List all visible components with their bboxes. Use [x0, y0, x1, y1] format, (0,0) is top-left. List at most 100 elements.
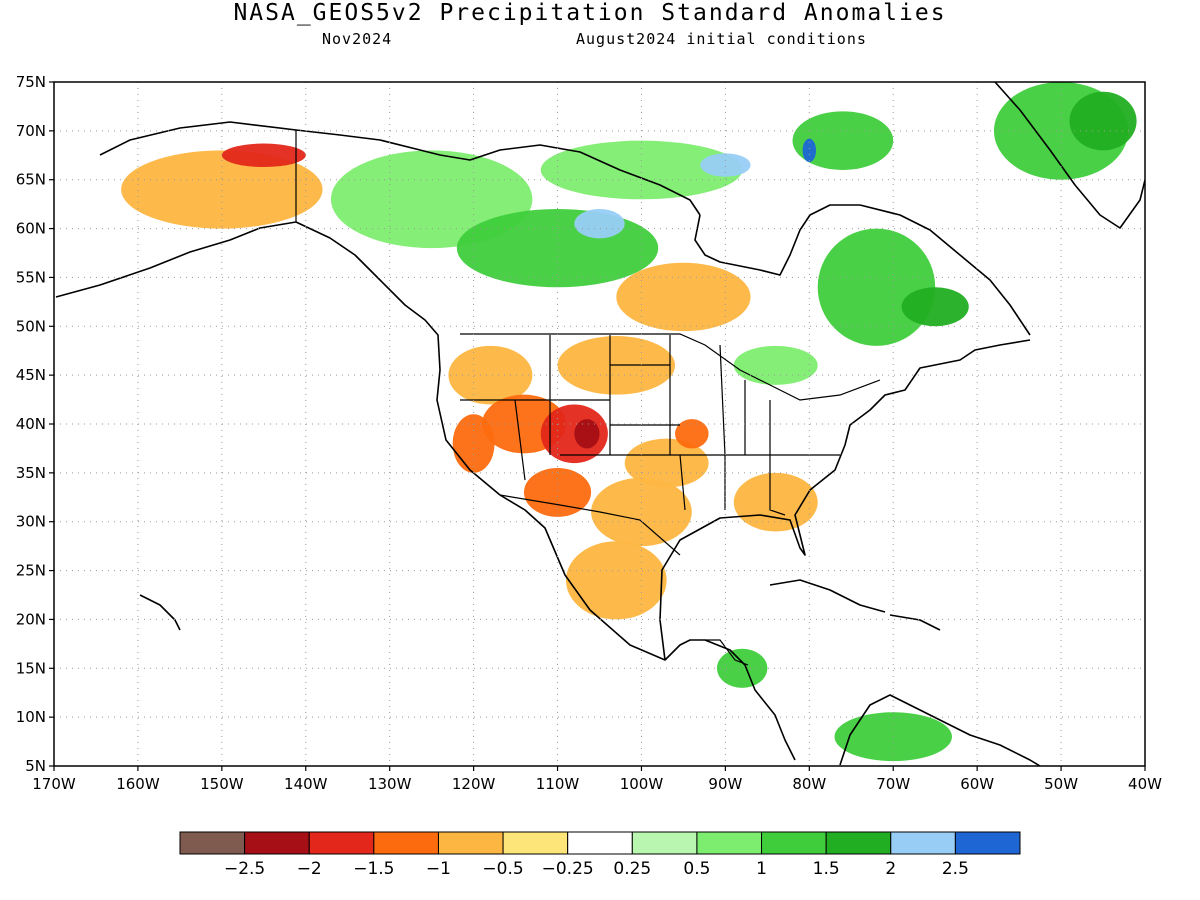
colorbar-swatch: [244, 831, 310, 855]
lat-tick-label: 5N: [25, 757, 46, 775]
border-central-america: [705, 639, 749, 666]
border-layer: [295, 130, 881, 666]
anomaly-region: [574, 419, 600, 449]
lat-tick-label: 45N: [16, 366, 46, 384]
lon-tick-label: 140W: [284, 775, 328, 793]
lat-tick-label: 10N: [16, 708, 46, 726]
coastline-gulf-of-mexico: [659, 339, 1031, 661]
anomaly-region: [792, 111, 894, 170]
anomaly-region: [802, 138, 817, 163]
colorbar-swatch: [761, 831, 827, 855]
tick-layer: [49, 81, 1146, 771]
colorbar-swatch: [696, 831, 763, 855]
coastline-layer: [55, 82, 1145, 766]
coastline-hispaniola: [889, 614, 941, 631]
lon-tick-label: 60W: [960, 775, 994, 793]
grid-layer: [54, 82, 1145, 766]
anomaly-region: [700, 153, 751, 177]
lon-tick-label: 80W: [792, 775, 826, 793]
colorbar-swatch: [437, 831, 504, 855]
colorbar-label: 0.25: [613, 859, 651, 879]
anomaly-region: [733, 345, 818, 385]
coastline-south-america: [839, 694, 1041, 766]
colorbar-label: −1.5: [353, 859, 394, 879]
anomaly-region: [121, 150, 323, 229]
lon-tick-label: 150W: [200, 775, 244, 793]
lon-tick-label: 120W: [452, 775, 496, 793]
anomaly-region: [616, 262, 751, 332]
border-states-west: [460, 335, 686, 511]
border-us-canada: [460, 333, 881, 401]
lat-tick-label: 70N: [16, 122, 46, 140]
lat-tick-label: 20N: [16, 610, 46, 628]
colorbar-swatch: [890, 831, 956, 855]
colorbar-swatch: [502, 831, 569, 855]
anomaly-region: [574, 209, 625, 239]
lon-tick-label: 170W: [32, 775, 76, 793]
colorbar-label: −2: [297, 859, 322, 879]
colorbar-label: 0.5: [683, 859, 710, 879]
colorbar-label: 2.5: [942, 859, 969, 879]
anomaly-region: [716, 648, 768, 688]
lon-tick-label: 130W: [368, 775, 412, 793]
lon-tick-label: 70W: [876, 775, 910, 793]
anomaly-region: [675, 419, 709, 449]
colorbar-label: 1: [756, 859, 767, 879]
colorbar-label: −0.25: [542, 859, 594, 879]
colorbar-swatch: [825, 831, 892, 855]
colorbar-label: 2: [885, 859, 896, 879]
anomaly-region: [733, 472, 818, 532]
border-us-mexico: [499, 494, 681, 556]
colorbar-swatch: [567, 831, 633, 855]
colorbar-swatch: [308, 831, 375, 855]
colorbar-label: −0.5: [482, 859, 523, 879]
lat-tick-label: 40N: [16, 415, 46, 433]
colorbar-swatch: [179, 831, 246, 855]
colorbar-swatch: [631, 831, 698, 855]
lon-tick-label: 100W: [620, 775, 664, 793]
anomaly-region: [221, 143, 306, 168]
lon-tick-label: 160W: [116, 775, 160, 793]
colorbar-label: −1: [426, 859, 451, 879]
lon-tick-label: 40W: [1128, 775, 1162, 793]
anomaly-region: [540, 140, 743, 200]
coastline-hawaii: [139, 594, 181, 631]
init-conditions-label: August2024 initial conditions: [576, 30, 867, 48]
anomaly-layer: [121, 82, 1137, 762]
map-title: NASA_GEOS5v2 Precipitation Standard Anom…: [233, 0, 947, 26]
valid-month-label: Nov2024: [322, 30, 393, 48]
lat-tick-label: 30N: [16, 513, 46, 531]
anomaly-region: [448, 345, 533, 405]
colorbar-swatch: [373, 831, 439, 855]
anomaly-region: [817, 228, 936, 346]
lat-labels: 75N 70N 65N 60N 55N 50N 45N 40N 35N 30N 25N 20N 15N 1…: [16, 73, 46, 775]
lat-tick-label: 60N: [16, 220, 46, 238]
anomaly-region: [624, 438, 709, 488]
coastline-north-america: [55, 221, 796, 761]
coastline-hudson-bay: [694, 204, 860, 276]
coastline-alaska-arctic: [99, 121, 701, 216]
coastline-cuba: [769, 579, 886, 613]
anomaly-region: [565, 541, 667, 620]
coastline-labrador: [859, 204, 1031, 336]
colorbar-label: −2.5: [224, 859, 265, 879]
colorbar-swatch: [954, 831, 1021, 855]
colorbar: −2.5 −2 −1.5 −1 −0.5 −0.25 0.25 0.5 1 1.5 2 2.5: [179, 831, 1021, 879]
lat-tick-label: 65N: [16, 171, 46, 189]
anomaly-region: [452, 414, 495, 473]
lon-tick-label: 110W: [536, 775, 580, 793]
lat-tick-label: 35N: [16, 464, 46, 482]
lon-labels: 170W 160W 150W 140W 130W 120W 110W 100W 90W 80W 70…: [32, 775, 1162, 793]
coastline-greenland: [994, 82, 1145, 229]
anomaly-region: [523, 467, 592, 517]
anomaly-region: [901, 287, 969, 327]
lat-tick-label: 15N: [16, 659, 46, 677]
anomaly-region: [1069, 91, 1137, 151]
lat-tick-label: 55N: [16, 268, 46, 286]
lat-tick-label: 50N: [16, 317, 46, 335]
anomaly-region: [591, 477, 692, 547]
lon-tick-label: 50W: [1044, 775, 1078, 793]
colorbar-label: 1.5: [813, 859, 840, 879]
lat-tick-label: 75N: [16, 73, 46, 91]
